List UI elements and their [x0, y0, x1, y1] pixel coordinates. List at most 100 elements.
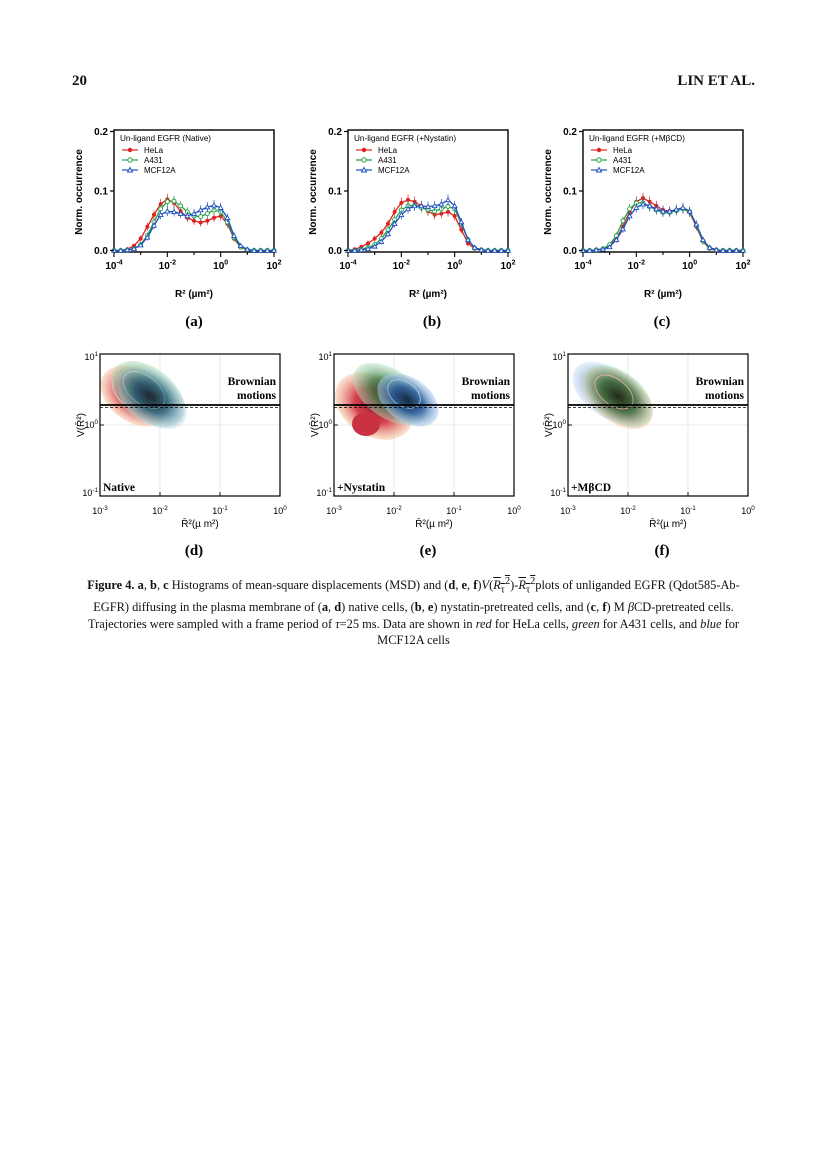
data-point-mcf12a — [351, 247, 358, 253]
axis-ticks: 0.0 0.1 0.2 10-4 10-2 100 102 — [563, 127, 751, 272]
tick-label: 100 — [447, 260, 462, 273]
condition-label: +Nystatin — [337, 482, 386, 494]
tick-label: 102 — [266, 260, 281, 273]
condition-label: Native — [103, 482, 135, 494]
data-point-hela — [465, 241, 470, 246]
data-point-mcf12a — [257, 247, 264, 253]
data-point-mcf12a — [484, 247, 492, 253]
tick-label: 100 — [84, 419, 98, 430]
tick-label: 10-1 — [680, 505, 696, 516]
data-point-mcf12a — [706, 244, 713, 250]
tick-label: 101 — [318, 351, 332, 362]
data-point-mcf12a — [411, 202, 418, 209]
data-point-mcf12a — [250, 247, 258, 253]
data-point-mcf12a — [653, 205, 660, 212]
tick-label: 10-4 — [574, 260, 591, 273]
brownian-label-2: motions — [237, 390, 277, 402]
tick-label: 10-2 — [152, 505, 168, 516]
data-point-a431 — [171, 198, 177, 204]
axis-ticks: 0.0 0.1 0.2 10-4 10-2 100 102 — [94, 127, 282, 272]
legend: HeLa A431 MCF12A — [122, 146, 176, 175]
panel-letter-a: (a) — [185, 314, 203, 330]
cont-ylabel-d: V(R̄²) — [74, 413, 87, 437]
tick-label: 10-3 — [326, 505, 342, 516]
data-point-hela — [379, 230, 384, 235]
legend-a431: A431 — [144, 156, 163, 165]
data-point-mcf12a — [130, 245, 138, 251]
tick-label: 0.0 — [563, 246, 577, 257]
data-point-mcf12a — [177, 210, 184, 216]
data-point-mcf12a — [124, 246, 131, 253]
data-point-mcf12a — [619, 225, 627, 232]
data-point-mcf12a — [438, 200, 445, 207]
data-point-hela — [145, 224, 150, 229]
data-point-mcf12a — [378, 238, 385, 244]
tick-label: 0.0 — [94, 246, 108, 257]
legend: HeLa A431 MCF12A — [356, 146, 410, 175]
data-point-mcf12a — [418, 202, 425, 209]
panel-letter-b: (b) — [423, 314, 441, 330]
axis-ticks: 0.0 0.1 0.2 10-4 10-2 100 102 — [328, 127, 516, 272]
data-point-mcf12a — [210, 202, 218, 208]
data-point-mcf12a — [666, 208, 673, 214]
data-point-hela — [406, 197, 411, 202]
tick-label: 10-2 — [393, 260, 410, 273]
hist-ylabel-a: Norm. occurrence — [74, 149, 85, 235]
tick-label: 10-1 — [316, 487, 332, 498]
hist-xlabel-a: R² (µm²) — [175, 289, 213, 300]
tick-label: 0.1 — [563, 187, 577, 198]
data-point-mcf12a — [679, 204, 687, 210]
panel-letter-e: (e) — [420, 543, 437, 559]
tick-label: 100 — [213, 260, 228, 273]
cont-xlabel-d: R̄²(µ m²) — [181, 517, 218, 530]
data-point-mcf12a — [164, 208, 171, 214]
brownian-label-2: motions — [471, 390, 511, 402]
legend-mcf12a: MCF12A — [613, 166, 645, 175]
tick-label: 10-4 — [339, 260, 356, 273]
data-point-mcf12a — [358, 246, 365, 253]
data-point-mcf12a — [613, 236, 620, 243]
data-point-mcf12a — [244, 246, 251, 252]
data-point-hela — [445, 209, 450, 214]
data-point-mcf12a — [144, 234, 151, 240]
data-point-hela — [205, 218, 210, 223]
data-point-mcf12a — [498, 247, 505, 253]
tick-label: 10-2 — [628, 260, 645, 273]
legend: HeLa A431 MCF12A — [591, 146, 645, 175]
legend-mcf12a: MCF12A — [144, 166, 176, 175]
data-point-mcf12a — [384, 230, 392, 237]
data-point-mcf12a — [404, 205, 412, 212]
data-point-hela — [399, 200, 404, 205]
panel-letter-d: (d) — [185, 543, 203, 559]
tick-label: 100 — [507, 505, 521, 516]
tick-label: 10-2 — [386, 505, 402, 516]
panel-title: Un-ligand EGFR (Native) — [120, 134, 211, 143]
histogram-panel-b: Un-ligand EGFR (+Nystatin) HeLa A431 MCF… — [328, 127, 516, 272]
legend-a431: A431 — [378, 156, 397, 165]
data-point-mcf12a — [190, 210, 198, 216]
axis-ticks: 10-3 10-2 10-1 100 101 100 10-1 — [82, 351, 287, 516]
data-point-mcf12a — [204, 203, 211, 210]
data-point-mcf12a — [639, 200, 647, 207]
tick-label: 100 — [318, 419, 332, 430]
tick-label: 102 — [735, 260, 750, 273]
data-point-mcf12a — [726, 247, 733, 253]
data-point-mcf12a — [170, 208, 178, 215]
tick-label: 10-3 — [92, 505, 108, 516]
brownian-label-1: Brownian — [462, 376, 511, 388]
hist-ylabel-c: Norm. occurrence — [543, 149, 554, 235]
data-point-mcf12a — [217, 204, 224, 210]
histogram-panel-a: Un-ligand EGFR (Native) HeLa A431 MCF12A… — [94, 127, 282, 272]
histogram-axis-labels: Norm. occurrence Norm. occurrence Norm. … — [74, 149, 682, 300]
data-point-a431 — [178, 203, 184, 209]
data-point-a431 — [620, 218, 626, 224]
data-point-hela — [192, 218, 196, 223]
data-point-mcf12a — [673, 206, 680, 212]
condition-label: +MβCD — [571, 482, 611, 494]
contour-panel-f: Brownian motions +MβCD 10-3 10-2 10-1 10010… — [550, 351, 755, 516]
data-point-mcf12a — [237, 242, 244, 248]
tick-label: 10-2 — [159, 260, 176, 273]
contour-axis-labels: V(R̄²) V(R̄²) V(R̄²) R̄²(µ m²) R̄²(µ m²)… — [74, 413, 686, 530]
data-point-mcf12a — [626, 212, 633, 219]
data-point-hela — [198, 220, 203, 225]
